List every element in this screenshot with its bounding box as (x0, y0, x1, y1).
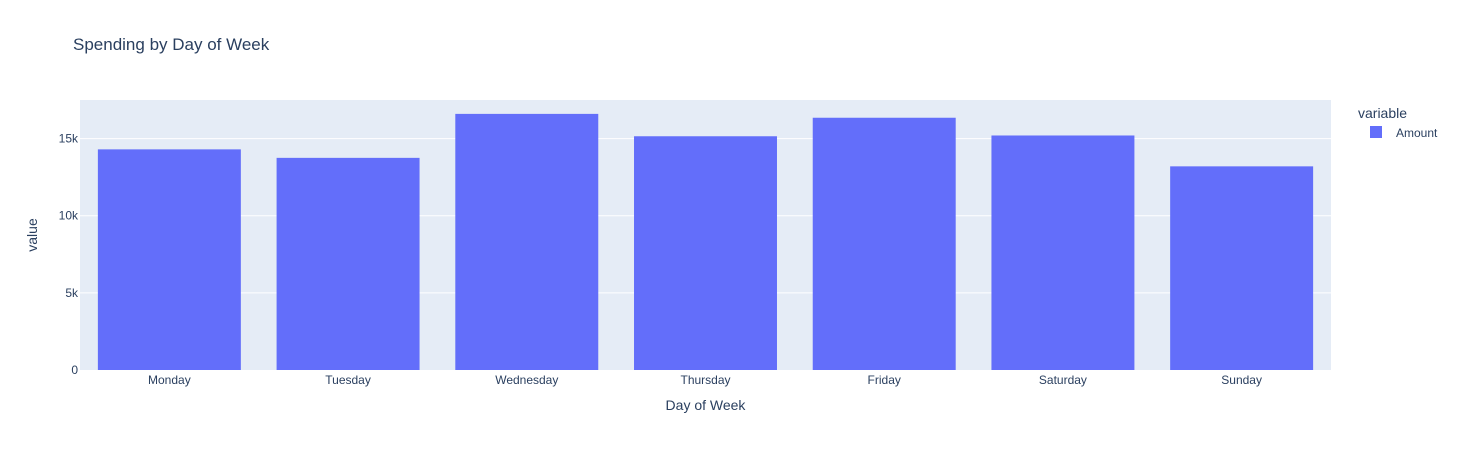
x-axis-title: Day of Week (666, 397, 747, 413)
legend: variable Amount (1358, 105, 1438, 140)
y-tick-label: 0 (71, 363, 78, 377)
x-axis-ticks: Monday Tuesday Wednesday Thursday Friday Satu… (148, 373, 1262, 387)
y-tick-label: 5k (65, 286, 79, 300)
bar-tuesday[interactable] (276, 157, 420, 370)
bar-monday[interactable] (97, 149, 241, 370)
y-tick-label: 10k (59, 209, 79, 223)
legend-label: Amount (1396, 126, 1438, 140)
legend-item-amount[interactable]: Amount (1370, 126, 1438, 140)
x-tick-label: Thursday (680, 373, 730, 387)
x-tick-label: Friday (868, 373, 901, 387)
bar-wednesday[interactable] (455, 113, 599, 370)
bar-saturday[interactable] (991, 135, 1135, 370)
bar-sunday[interactable] (1170, 166, 1314, 370)
bars-group (97, 113, 1314, 370)
x-tick-label: Sunday (1221, 373, 1262, 387)
y-tick-label: 15k (59, 132, 79, 146)
legend-title: variable (1358, 105, 1407, 121)
legend-swatch (1370, 126, 1382, 138)
x-tick-label: Wednesday (495, 373, 558, 387)
x-tick-label: Monday (148, 373, 191, 387)
x-tick-label: Tuesday (325, 373, 371, 387)
x-tick-label: Saturday (1039, 373, 1087, 387)
bar-friday[interactable] (812, 117, 956, 370)
bar-thursday[interactable] (634, 136, 777, 370)
chart-title: Spending by Day of Week (73, 35, 270, 54)
y-axis-title: value (24, 218, 40, 252)
y-axis-ticks: 0 5k 10k 15k (59, 132, 79, 377)
